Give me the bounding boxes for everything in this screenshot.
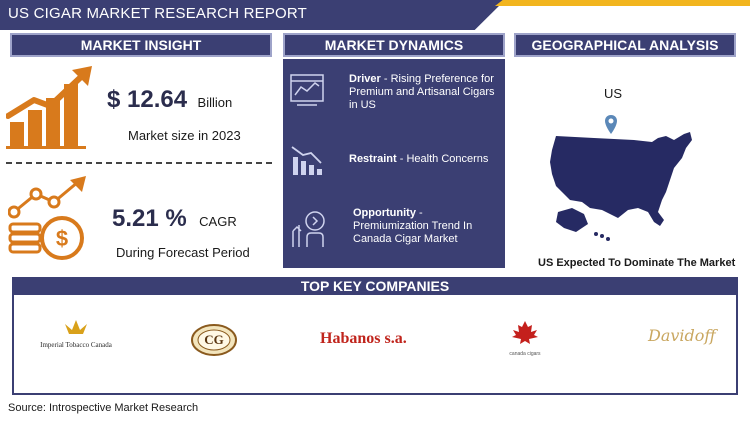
geo-caption: US Expected To Dominate The Market bbox=[538, 257, 736, 269]
svg-text:$: $ bbox=[56, 226, 68, 251]
canada-cigars-name: canada cigars bbox=[509, 351, 541, 357]
top-companies-panel bbox=[12, 277, 738, 395]
market-size-value: $ 12.64 bbox=[107, 86, 188, 113]
declining-bars-icon bbox=[291, 146, 322, 175]
us-map-icon bbox=[550, 132, 692, 241]
header-accent-stripe bbox=[495, 0, 750, 6]
geographical-analysis-heading: GEOGRAPHICAL ANALYSIS bbox=[514, 33, 736, 57]
driver-text: - Rising Preference for Premium and Arti… bbox=[349, 73, 495, 111]
restraint-label: Restraint bbox=[349, 153, 397, 165]
top-companies-heading: TOP KEY COMPANIES bbox=[12, 277, 738, 295]
davidoff-logo: Davidoff bbox=[648, 326, 716, 346]
geo-country-label: US bbox=[604, 86, 623, 101]
habanos-logo: Habanos s.a. bbox=[320, 330, 407, 348]
chart-screen-icon bbox=[290, 74, 324, 106]
bar-growth-icon bbox=[6, 66, 92, 149]
cg-logo-text: CG bbox=[204, 332, 224, 347]
driver-label: Driver bbox=[349, 73, 381, 85]
cagr-caption: During Forecast Period bbox=[116, 245, 250, 260]
opportunity-label: Opportunity bbox=[353, 207, 416, 219]
imperial-tobacco-logo: Imperial Tobacco Canada bbox=[26, 318, 126, 349]
hand-opportunity-icon bbox=[292, 211, 325, 247]
section-divider bbox=[6, 162, 272, 164]
restraint-text: - Health Concerns bbox=[396, 153, 489, 165]
market-size-unit: Billion bbox=[197, 95, 233, 110]
header-title-background bbox=[0, 0, 505, 30]
market-size-caption: Market size in 2023 bbox=[128, 128, 241, 143]
location-pin-icon bbox=[605, 115, 617, 134]
market-dynamics-panel: Driver - Rising Preference for Premium a… bbox=[283, 59, 505, 268]
report-title: US CIGAR MARKET RESEARCH REPORT bbox=[8, 5, 308, 22]
opportunity-text: - Premiumization Trend In Canada Cigar M… bbox=[353, 207, 473, 245]
imperial-tobacco-name: Imperial Tobacco Canada bbox=[40, 341, 112, 349]
habanos-name: Habanos s.a. bbox=[320, 330, 407, 347]
canada-cigars-logo: canada cigars bbox=[500, 320, 550, 357]
maple-leaf-icon bbox=[512, 321, 538, 344]
cagr-unit: CAGR bbox=[199, 214, 237, 229]
leaf-crown-icon bbox=[65, 320, 87, 334]
cagr-value: 5.21 % bbox=[112, 205, 187, 232]
cg-logo: CG bbox=[190, 323, 238, 362]
source-note: Source: Introspective Market Research bbox=[8, 402, 199, 414]
davidoff-name: Davidoff bbox=[648, 326, 716, 345]
market-insight-heading: MARKET INSIGHT bbox=[10, 33, 272, 57]
market-dynamics-heading: MARKET DYNAMICS bbox=[283, 33, 505, 57]
coin-growth-icon: $ bbox=[8, 176, 86, 260]
